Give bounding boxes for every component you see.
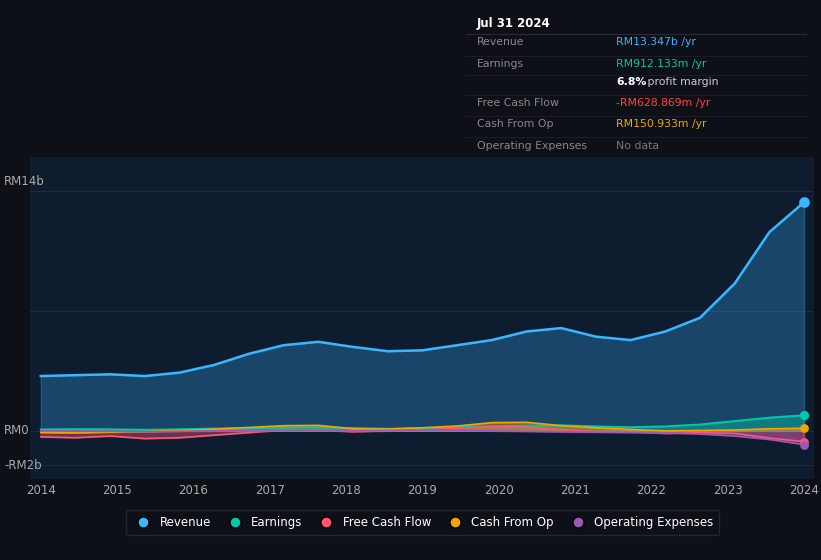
Bar [466,11,807,34]
Text: RM13.347b /yr: RM13.347b /yr [617,37,696,47]
Text: No data: No data [617,141,659,151]
Text: RM912.133m /yr: RM912.133m /yr [617,59,707,69]
Text: Earnings: Earnings [476,59,524,69]
Text: Revenue: Revenue [476,37,524,47]
Point [797,411,810,420]
Point [797,198,810,207]
Point [797,440,810,449]
Legend: Revenue, Earnings, Free Cash Flow, Cash From Op, Operating Expenses: Revenue, Earnings, Free Cash Flow, Cash … [126,510,719,535]
Text: Jul 31 2024: Jul 31 2024 [476,17,550,30]
Point [797,424,810,433]
Text: RM14b: RM14b [4,175,45,188]
Text: Free Cash Flow: Free Cash Flow [476,98,558,108]
Point [797,437,810,446]
Text: -RM628.869m /yr: -RM628.869m /yr [617,98,710,108]
Text: -RM2b: -RM2b [4,459,42,472]
Text: 6.8%: 6.8% [617,77,647,87]
Text: Operating Expenses: Operating Expenses [476,141,586,151]
Text: Cash From Op: Cash From Op [476,119,553,129]
Text: RM150.933m /yr: RM150.933m /yr [617,119,707,129]
Text: profit margin: profit margin [644,77,718,87]
Text: RM0: RM0 [4,424,30,437]
